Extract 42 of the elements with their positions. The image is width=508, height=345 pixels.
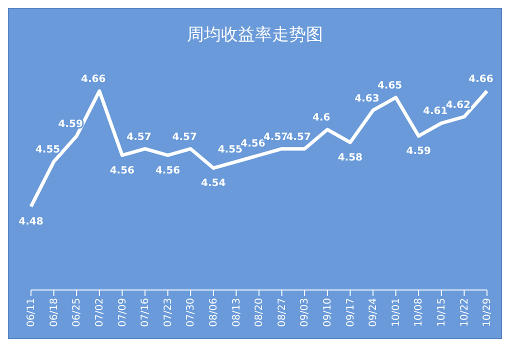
x-tick-label: 08/20 <box>254 298 266 327</box>
data-label: 4.65 <box>377 80 402 92</box>
x-tick-label: 07/30 <box>186 298 197 327</box>
x-tick-label: 09/17 <box>345 298 356 327</box>
data-label: 4.6 <box>312 112 330 124</box>
x-tick-label: 06/11 <box>26 298 38 327</box>
x-tick-label: 07/16 <box>140 298 152 327</box>
data-label: 4.61 <box>423 106 448 118</box>
data-label: 4.57 <box>126 132 152 143</box>
data-label: 4.57 <box>172 132 197 143</box>
data-label: 4.56 <box>110 165 135 176</box>
chart-title: 周均收益率走势图 <box>186 24 324 46</box>
data-label: 4.48 <box>18 216 44 228</box>
x-tick-label: 08/27 <box>276 298 288 327</box>
x-tick-label: 10/01 <box>390 298 402 327</box>
x-tick-label: 06/25 <box>72 298 83 327</box>
x-tick-label: 08/13 <box>231 298 242 327</box>
data-label: 4.56 <box>155 165 180 176</box>
data-label: 4.58 <box>338 152 363 164</box>
data-label: 4.59 <box>406 146 431 157</box>
data-label: 4.57 <box>286 132 311 143</box>
x-tick-label: 07/02 <box>94 298 106 327</box>
x-tick-label: 07/23 <box>162 298 174 327</box>
data-label: 4.56 <box>240 138 266 150</box>
x-tick-label: 06/18 <box>48 298 60 327</box>
data-label: 4.63 <box>354 93 380 104</box>
x-tick-label: 10/08 <box>414 298 425 327</box>
x-tick-label: 07/09 <box>117 298 128 327</box>
x-tick-label: 09/24 <box>368 298 380 327</box>
data-label: 4.55 <box>35 144 60 156</box>
x-tick-label: 10/29 <box>482 298 494 327</box>
data-label: 4.62 <box>446 100 471 111</box>
x-tick-label: 09/03 <box>300 298 311 327</box>
data-label: 4.66 <box>81 74 106 86</box>
x-tick-label: 09/10 <box>322 298 334 327</box>
data-label: 4.66 <box>468 74 494 86</box>
x-tick-label: 10/22 <box>459 298 470 327</box>
data-label: 4.57 <box>263 132 288 143</box>
data-label: 4.55 <box>218 144 243 156</box>
data-label: 4.54 <box>201 178 226 190</box>
x-tick-label: 08/06 <box>208 298 220 327</box>
x-tick-label: 10/15 <box>436 298 448 327</box>
